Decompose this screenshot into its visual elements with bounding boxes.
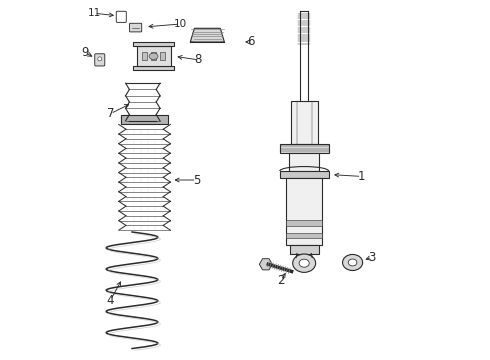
Bar	[151, 52, 156, 60]
Bar	[142, 52, 147, 60]
FancyBboxPatch shape	[95, 54, 105, 66]
Bar	[286, 233, 322, 238]
Bar	[286, 178, 322, 244]
Bar	[160, 52, 166, 60]
Text: 11: 11	[88, 8, 101, 18]
Bar	[133, 42, 174, 46]
FancyBboxPatch shape	[129, 23, 142, 32]
Text: 2: 2	[277, 274, 285, 287]
Bar	[133, 66, 174, 71]
Text: 4: 4	[107, 294, 114, 307]
Bar	[137, 46, 171, 66]
Ellipse shape	[299, 259, 309, 267]
Bar	[122, 116, 168, 125]
Text: 3: 3	[368, 251, 376, 264]
FancyBboxPatch shape	[116, 11, 126, 22]
Ellipse shape	[293, 254, 316, 273]
Bar	[280, 144, 329, 153]
Ellipse shape	[149, 53, 158, 59]
Text: 1: 1	[358, 170, 366, 183]
Text: 9: 9	[82, 46, 89, 59]
Ellipse shape	[348, 259, 357, 266]
Polygon shape	[190, 28, 224, 42]
Text: 6: 6	[246, 35, 254, 49]
Text: 8: 8	[195, 53, 202, 66]
Bar	[291, 101, 318, 144]
Text: 10: 10	[174, 19, 187, 29]
Text: 7: 7	[107, 107, 114, 120]
Bar	[280, 171, 329, 178]
Text: 5: 5	[193, 174, 200, 186]
Ellipse shape	[343, 255, 363, 270]
Bar	[286, 220, 322, 226]
Ellipse shape	[98, 57, 102, 61]
Bar	[290, 244, 318, 253]
Bar	[289, 153, 319, 171]
